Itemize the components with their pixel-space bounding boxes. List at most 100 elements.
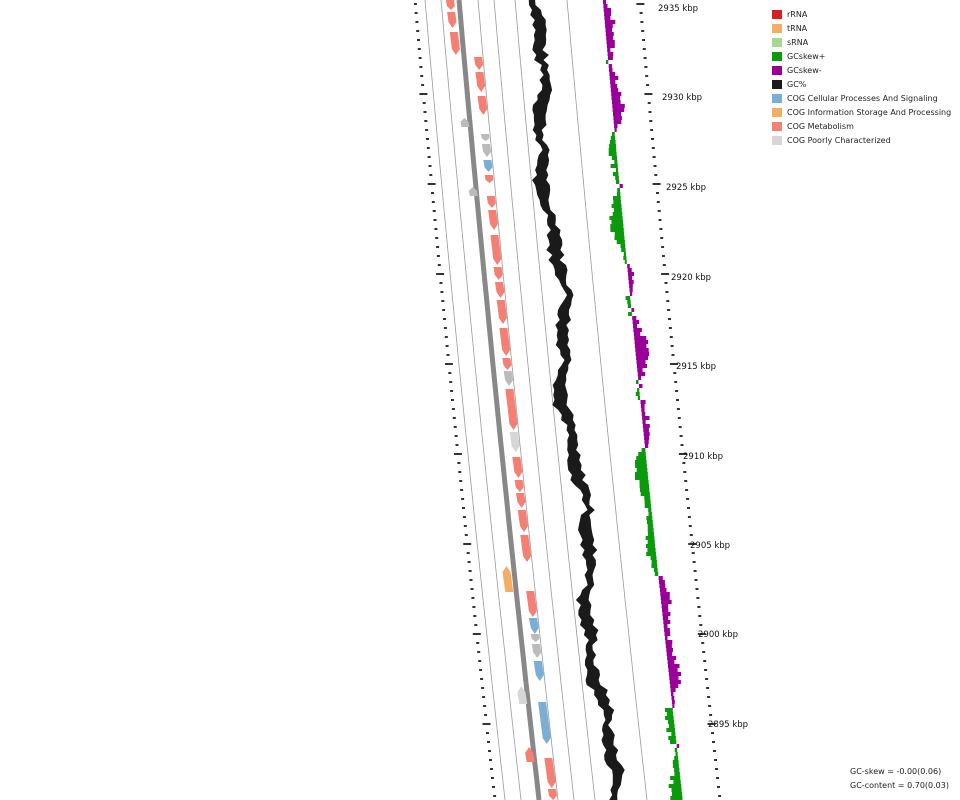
legend-swatch-rrna [772,10,782,19]
gc-skew-bar [610,224,624,228]
gc-skew-bar [666,712,674,716]
gc-skew-bar [661,604,669,608]
gc-skew-bar [634,344,647,348]
gc-skew-bar [627,304,631,308]
gc-skew-bar [654,572,659,576]
gc-skew-bar [665,636,668,640]
gc-skew-bar [629,288,633,292]
gc-skew-bar [643,432,650,436]
gc-skew-bar [612,172,619,176]
gc-skew-bar [643,428,649,432]
inner-tick-marks [413,3,497,797]
gc-skew-bar [635,392,640,396]
gc-skew-bar [615,176,619,180]
gc-skew-bar [647,548,656,552]
ruler-label-2925: 2925 kbp [666,183,706,193]
gc-content-band [528,0,625,800]
gene-feature-31 [530,634,540,642]
gc-skew-bar [635,464,647,468]
gene-feature-19 [502,358,512,370]
gc-skew-bar [613,208,622,212]
gc-skew-bar [604,20,616,24]
gc-skew-bar [666,728,675,732]
gc-skew-bar [660,596,670,600]
gc-skew-bar [634,340,648,344]
gc-skew-bar [627,300,631,304]
ring-7-line [566,0,648,800]
legend-swatch-gc-percent [772,80,782,89]
gc-skew-bar [674,768,680,772]
gc-skew-bar [603,4,608,8]
gc-skew-bar [666,648,673,652]
gc-skew-bar [665,708,673,712]
gene-feature-32 [531,644,542,658]
gc-skew-bar [628,272,634,276]
gc-skew-bar [647,528,654,532]
gene-feature-6 [460,118,470,127]
gc-skew-bar [612,104,625,108]
legend-swatch-trna [772,24,782,33]
gc-skew-bar [637,368,643,372]
gc-skew-bar [664,632,671,636]
gc-skew-bar [612,212,623,216]
gc-skew-bar [644,440,649,444]
gc-skew-bar [628,276,633,280]
legend-label-gcskew-plus: GCskew+ [787,52,825,61]
gc-skew-bar [635,460,647,464]
gc-skew-bar [646,552,656,556]
legend-label-cog-cellular: COG Cellular Processes And Signaling [787,94,938,103]
gene-feature-18 [499,328,511,356]
gc-skew-bar [663,620,671,624]
ruler-labels: 2935 kbp 2930 kbp 2925 kbp 2920 kbp 2915… [658,4,748,730]
gc-skew-bar [661,600,672,604]
gc-skew-bar [659,588,667,592]
legend-swatch-gcskew-minus [772,66,782,75]
gc-skew-bar [613,200,622,204]
gc-skew-bar [606,44,615,48]
gc-skew-bar [642,416,650,420]
gc-skew-bar [662,616,669,620]
gc-skew-bar [609,144,616,148]
gene-feature-28 [502,566,514,592]
gc-skew-bar [659,584,666,588]
gc-skew-bar [670,688,676,692]
gc-skew-bar [632,316,637,320]
ring-4-line [477,0,559,800]
gc-skew-bar [639,488,650,492]
gc-skew-bar [609,76,619,80]
gc-skew-bar [611,92,622,96]
gc-skew-bar [676,744,680,748]
gc-skew-bar [670,776,681,780]
gc-skew-bar [659,580,665,584]
ruler-label-2910: 2910 kbp [683,452,723,462]
ring-5-line [493,0,575,800]
gc-skew-bar [624,260,627,264]
ruler-label-2900: 2900 kbp [698,630,738,640]
gene-feature-4 [475,72,486,92]
gc-skew-bar [613,120,622,124]
gc-skew-bar [609,216,623,220]
gc-skew-bar [651,560,657,564]
gc-skew-bar [667,656,677,660]
gc-skew-bar [651,564,658,568]
gc-skew-bar [671,696,675,700]
legend-label-rrna: rRNA [787,10,808,19]
gc-skew-bar [623,256,627,260]
gc-skew-bar [623,252,626,256]
gc-skew-bar [604,12,611,16]
gene-feature-9 [483,160,493,172]
gc-skew-bar [672,760,679,764]
gene-feature-38 [547,789,557,800]
ring-outer-line [424,0,506,800]
gc-skew-bar [603,0,607,4]
gene-feature-34 [517,686,528,704]
gc-skew-bar [665,640,673,644]
legend-label-srna: sRNA [787,38,809,47]
legend-swatch-cog-cellular [772,94,782,103]
gc-skew-bar [650,556,657,560]
legend-label-gc-percent: GC% [787,80,807,89]
gc-skew-bar [669,676,679,680]
gc-skew-bar [663,624,668,628]
gc-skew-bar [605,28,613,32]
gene-feature-23 [512,457,523,478]
